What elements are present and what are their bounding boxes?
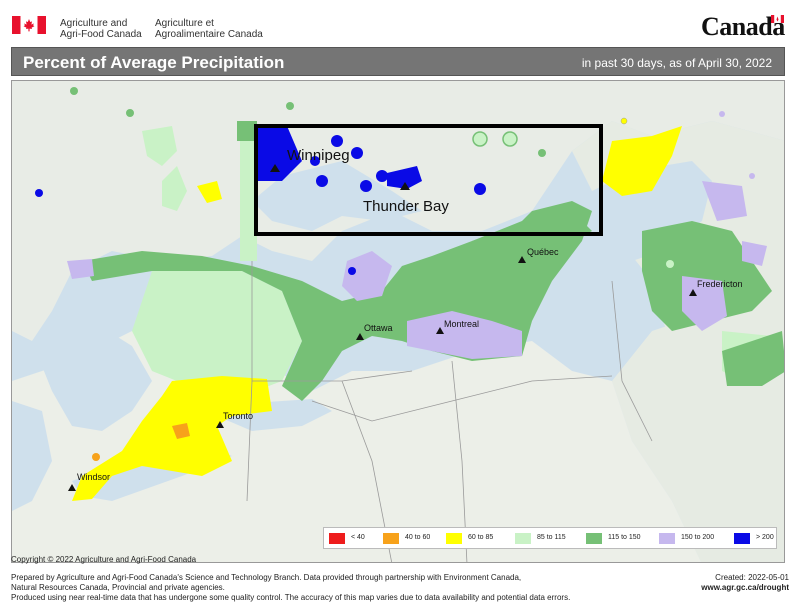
city-marker bbox=[400, 182, 410, 190]
zone-60-85-north bbox=[197, 181, 222, 203]
website-url[interactable]: www.agr.gc.ca/drought bbox=[701, 583, 789, 592]
city-label-windsor: Windsor bbox=[77, 472, 111, 482]
city-label-ottawa: Ottawa bbox=[364, 323, 393, 333]
legend-swatch bbox=[446, 533, 462, 544]
legend-swatch bbox=[515, 533, 531, 544]
city-marker bbox=[436, 327, 444, 334]
lake-superior bbox=[252, 161, 422, 231]
legend: < 40 40 to 60 60 to 85 85 to 115 115 to … bbox=[323, 527, 777, 549]
highlight-box bbox=[254, 124, 603, 236]
lake-michigan bbox=[12, 401, 52, 511]
blue-dot bbox=[35, 189, 43, 197]
legend-label: 150 to 200 bbox=[681, 534, 715, 541]
zone-150-200-north bbox=[342, 251, 392, 301]
zone-85-115-ontario bbox=[132, 271, 302, 396]
copyright: Copyright © 2022 Agriculture and Agri-Fo… bbox=[11, 555, 197, 564]
city-marker bbox=[216, 421, 224, 428]
header: Agriculture and Agri-Food Canada Agricul… bbox=[0, 0, 801, 44]
zone-60-85-southwest-ontario bbox=[72, 376, 272, 501]
zone-150-200-east bbox=[702, 181, 747, 221]
department-name-english: Agriculture and Agri-Food Canada bbox=[60, 18, 142, 40]
zone-85-115-west bbox=[240, 121, 257, 261]
legend-swatch bbox=[659, 533, 675, 544]
station-dot bbox=[502, 131, 518, 147]
blue-dot bbox=[316, 175, 328, 187]
canada-flag-icon bbox=[12, 16, 46, 34]
zone-85-115-north bbox=[162, 166, 187, 211]
precipitation-map[interactable]: Winnipeg Thunder Bay Québec Fredericton … bbox=[11, 80, 785, 563]
title-bar: Percent of Average Precipitation in past… bbox=[11, 47, 785, 76]
footer-line2: Natural Resources Canada, Provincial and… bbox=[11, 583, 225, 592]
border-line bbox=[311, 375, 613, 422]
city-marker bbox=[68, 484, 76, 491]
zone-60-85-gaspe bbox=[602, 126, 682, 196]
legend-label: < 40 bbox=[351, 534, 365, 541]
dept-fr-line2: Agroalimentaire Canada bbox=[155, 29, 263, 40]
city-marker bbox=[356, 333, 364, 340]
zone-200plus-winnipeg bbox=[257, 126, 302, 181]
zone-150-200-west bbox=[67, 259, 94, 279]
legend-swatch bbox=[383, 533, 399, 544]
dept-en-line2: Agri-Food Canada bbox=[60, 29, 142, 40]
footer-notes: Prepared by Agriculture and Agri-Food Ca… bbox=[11, 573, 570, 603]
city-label-quebec: Québec bbox=[527, 247, 559, 257]
zone-150-200-montreal bbox=[407, 311, 522, 359]
city-marker bbox=[270, 164, 280, 172]
zone-200plus-thunder-bay bbox=[387, 166, 422, 189]
station-dot bbox=[538, 149, 546, 157]
city-label-montreal: Montreal bbox=[444, 319, 480, 329]
map-canvas bbox=[12, 81, 784, 562]
blue-dot bbox=[351, 147, 363, 159]
station-dot bbox=[70, 87, 78, 95]
legend-swatch bbox=[734, 533, 750, 544]
zone-115-150-north bbox=[237, 121, 257, 141]
station-dot bbox=[719, 111, 725, 117]
city-marker bbox=[518, 256, 526, 263]
blue-dot bbox=[310, 156, 320, 166]
zone-150-200-gaspe bbox=[742, 241, 767, 266]
footer-line1: Prepared by Agriculture and Agri-Food Ca… bbox=[11, 573, 522, 582]
legend-swatch bbox=[586, 533, 602, 544]
city-label-fredericton: Fredericton bbox=[697, 279, 743, 289]
city-label-thunder-bay: Thunder Bay bbox=[363, 198, 449, 215]
zone-115-150-nb bbox=[642, 221, 772, 331]
station-dot bbox=[286, 102, 294, 110]
station-dot bbox=[472, 131, 488, 147]
gulf-st-lawrence bbox=[552, 161, 712, 281]
zone-40-60-dot bbox=[92, 453, 100, 461]
blue-dot bbox=[474, 183, 486, 195]
legend-label: 60 to 85 bbox=[468, 534, 494, 541]
map-subtitle: in past 30 days, as of April 30, 2022 bbox=[581, 56, 772, 70]
city-label-winnipeg: Winnipeg bbox=[287, 147, 350, 164]
dept-fr-line1: Agriculture et bbox=[155, 18, 214, 29]
station-dot bbox=[666, 260, 674, 268]
zone-115-150-island bbox=[142, 126, 177, 166]
city-marker bbox=[689, 289, 697, 296]
station-dot bbox=[620, 117, 628, 125]
zone-115-150-ns bbox=[722, 331, 784, 386]
department-name-french: Agriculture et Agroalimentaire Canada bbox=[155, 18, 263, 40]
legend-label: 40 to 60 bbox=[405, 534, 431, 541]
blue-dot bbox=[348, 267, 356, 275]
legend-label: 115 to 150 bbox=[608, 534, 641, 541]
station-dot bbox=[749, 173, 755, 179]
wordmark-flag-icon bbox=[771, 15, 784, 23]
city-label-toronto: Toronto bbox=[223, 411, 254, 421]
map-title: Percent of Average Precipitation bbox=[23, 53, 285, 72]
lake-huron bbox=[32, 321, 152, 431]
footer-line3: Produced using near real-time data that … bbox=[11, 593, 571, 602]
blue-dot bbox=[360, 180, 372, 192]
station-dot bbox=[126, 109, 134, 117]
legend-label: 85 to 115 bbox=[537, 534, 566, 541]
zone-40-60-patch bbox=[172, 423, 190, 439]
dept-en-line1: Agriculture and bbox=[60, 18, 128, 29]
legend-label: > 200 bbox=[756, 534, 774, 541]
legend-swatch bbox=[329, 533, 345, 544]
blue-dot bbox=[376, 170, 388, 182]
blue-dot bbox=[331, 135, 343, 147]
border-line bbox=[246, 261, 653, 562]
created-date: Created: 2022-05-01 bbox=[715, 573, 789, 582]
